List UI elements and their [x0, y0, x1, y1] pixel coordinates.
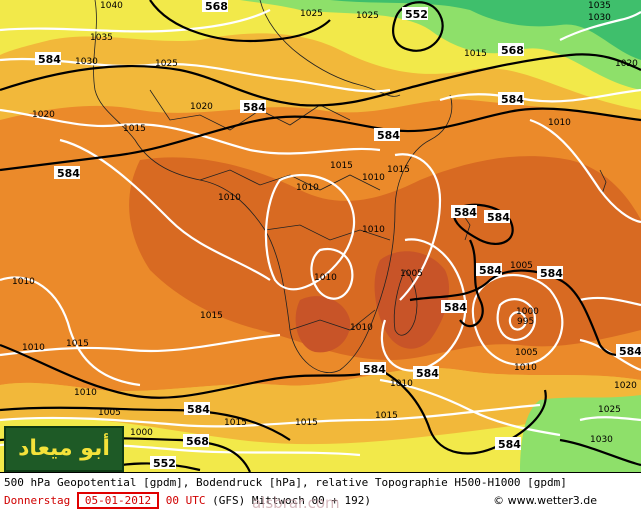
- svg-text:584: 584: [619, 345, 641, 358]
- svg-text:1010: 1010: [22, 343, 45, 353]
- map-caption: 500 hPa Geopotential [gpdm], Bodendruck …: [0, 472, 641, 514]
- coastlines: [93, 0, 607, 373]
- svg-text:584: 584: [363, 363, 386, 376]
- svg-text:568: 568: [501, 44, 524, 57]
- svg-text:584: 584: [243, 101, 266, 114]
- caption-run: (GFS): [212, 494, 246, 507]
- height-labels: 568 552 568 584 584 584 584 584 584 584 …: [35, 0, 641, 470]
- svg-text:995: 995: [517, 317, 534, 327]
- svg-text:584: 584: [540, 267, 563, 280]
- weather-map: 568 552 568 584 584 584 584 584 584 584 …: [0, 0, 641, 472]
- svg-text:584: 584: [416, 367, 439, 380]
- svg-text:1015: 1015: [200, 311, 223, 321]
- svg-text:1030: 1030: [590, 435, 613, 445]
- svg-text:1010: 1010: [314, 273, 337, 283]
- svg-text:1010: 1010: [548, 118, 571, 128]
- isobar-labels: 1040 1035 1030 1025 1025 1020 1025 1020 …: [12, 1, 638, 445]
- svg-text:584: 584: [454, 206, 477, 219]
- isobars: [0, 9, 641, 457]
- svg-text:1015: 1015: [387, 165, 410, 175]
- svg-text:1010: 1010: [74, 388, 97, 398]
- caption-day: Donnerstag: [4, 494, 71, 507]
- svg-text:568: 568: [205, 0, 228, 13]
- watermark-text: أبو ميعاد: [18, 436, 110, 461]
- svg-text:1015: 1015: [464, 49, 487, 59]
- svg-text:1000: 1000: [130, 428, 153, 438]
- svg-text:1015: 1015: [330, 161, 353, 171]
- svg-text:584: 584: [38, 53, 61, 66]
- svg-text:1010: 1010: [362, 225, 385, 235]
- svg-text:1015: 1015: [66, 339, 89, 349]
- svg-text:1015: 1015: [295, 418, 318, 428]
- svg-text:584: 584: [377, 129, 400, 142]
- svg-text:1020: 1020: [32, 110, 55, 120]
- svg-text:1020: 1020: [190, 102, 213, 112]
- svg-text:1030: 1030: [588, 13, 611, 23]
- svg-text:1035: 1035: [90, 33, 113, 43]
- svg-text:1005: 1005: [98, 408, 121, 418]
- svg-text:1010: 1010: [218, 193, 241, 203]
- svg-text:1000: 1000: [516, 307, 539, 317]
- svg-text:1030: 1030: [75, 57, 98, 67]
- svg-text:1015: 1015: [123, 124, 146, 134]
- caption-valid: Mittwoch 00 + 192): [251, 494, 372, 507]
- svg-text:584: 584: [57, 167, 80, 180]
- svg-text:1025: 1025: [598, 405, 621, 415]
- svg-text:1010: 1010: [390, 379, 413, 389]
- svg-text:1005: 1005: [515, 348, 538, 358]
- svg-text:552: 552: [153, 457, 176, 470]
- svg-text:1005: 1005: [400, 269, 423, 279]
- svg-text:1015: 1015: [375, 411, 398, 421]
- svg-text:1010: 1010: [12, 277, 35, 287]
- watermark-logo: أبو ميعاد: [4, 426, 124, 472]
- caption-date: 05-01-2012: [76, 492, 160, 509]
- svg-text:1040: 1040: [100, 1, 123, 11]
- svg-text:584: 584: [444, 301, 467, 314]
- svg-text:1010: 1010: [296, 183, 319, 193]
- svg-text:568: 568: [186, 435, 209, 448]
- svg-text:1025: 1025: [155, 59, 178, 69]
- caption-line-2: Donnerstag 05-01-2012 00 UTC (GFS) Mittw…: [4, 492, 372, 509]
- svg-text:1010: 1010: [362, 173, 385, 183]
- svg-text:1025: 1025: [300, 9, 323, 19]
- svg-text:1020: 1020: [614, 381, 637, 391]
- svg-text:584: 584: [498, 438, 521, 451]
- copyright[interactable]: © www.wetter3.de: [493, 494, 597, 507]
- svg-text:552: 552: [405, 8, 428, 21]
- svg-text:1020: 1020: [615, 59, 638, 69]
- caption-line-1: 500 hPa Geopotential [gpdm], Bodendruck …: [4, 476, 567, 489]
- svg-text:1035: 1035: [588, 1, 611, 11]
- svg-text:584: 584: [501, 93, 524, 106]
- svg-text:584: 584: [487, 211, 510, 224]
- svg-text:1010: 1010: [350, 323, 373, 333]
- svg-text:1015: 1015: [224, 418, 247, 428]
- svg-text:1025: 1025: [356, 11, 379, 21]
- svg-text:1005: 1005: [510, 261, 533, 271]
- caption-time: 00 UTC: [165, 494, 206, 507]
- svg-text:584: 584: [479, 264, 502, 277]
- site-watermark: alsbrar.com: [252, 494, 340, 512]
- svg-text:1010: 1010: [514, 363, 537, 373]
- svg-text:584: 584: [187, 403, 210, 416]
